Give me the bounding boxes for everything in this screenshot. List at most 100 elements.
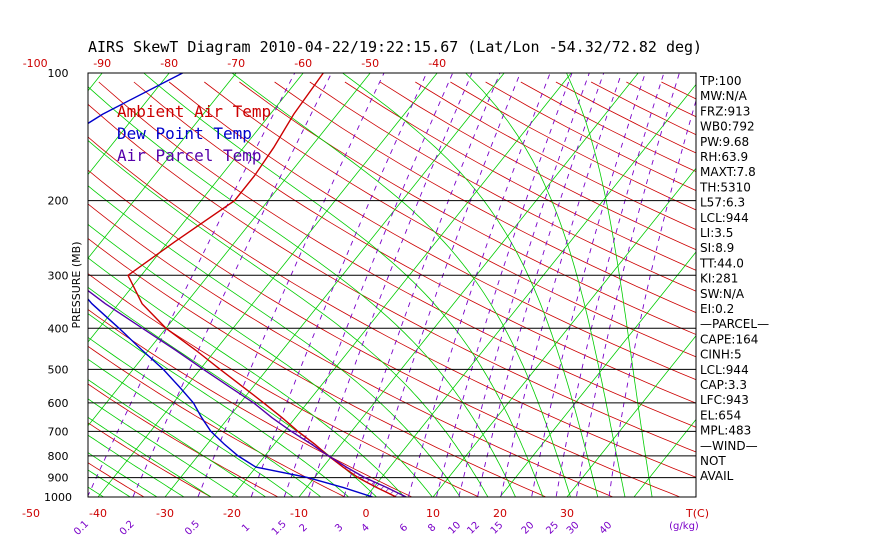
dry-adiabat [88, 169, 682, 497]
top-temp-tick-label: -70 [227, 57, 245, 70]
dry-adiabat [88, 103, 696, 453]
index-item: CINH:5 [700, 348, 742, 362]
mixing-ratio-label: 3 [333, 522, 345, 534]
mixing-ratio-line [132, 73, 333, 497]
moist-adiabat [88, 358, 294, 497]
isotherm [365, 83, 696, 497]
mixing-ratio-label: 8 [426, 522, 438, 534]
mixing-ratio-line [197, 73, 385, 497]
pressure-tick-label: 300 [48, 269, 69, 282]
mixing-ratio-label: 10 [447, 520, 464, 537]
dry-adiabat [661, 81, 696, 100]
x-axis-label: T(C) [685, 507, 709, 520]
legend-item: Dew Point Temp [117, 124, 252, 143]
mixing-ratio-label: 0.1 [72, 519, 91, 538]
top-temp-tick-label: -60 [294, 57, 312, 70]
moist-adiabat [143, 73, 544, 497]
mixing-ratio-line [250, 73, 428, 497]
mixing-ratio-unit: (g/kg) [669, 521, 699, 532]
dry-adiabat [802, 82, 870, 506]
dry-adiabat [415, 81, 696, 231]
dry-adiabat [0, 82, 23, 506]
moist-adiabat [88, 223, 433, 497]
pressure-tick-label: 1000 [44, 491, 72, 504]
mixing-ratio-line [407, 73, 551, 497]
plot-frame [87, 72, 697, 498]
bottom-temp-tick-label: -30 [156, 507, 174, 520]
isotherm [231, 73, 572, 497]
dry-adiabat [88, 383, 279, 497]
index-item: MPL:483 [700, 424, 751, 438]
mixing-ratio-line [88, 73, 296, 497]
bottom-temp-tick-label: -50 [22, 507, 40, 520]
index-item: NOT [700, 454, 726, 468]
index-item: WB0:792 [700, 120, 755, 134]
top-temp-tick-label: -50 [361, 57, 379, 70]
isotherm [164, 73, 505, 497]
moist-adiabat [88, 336, 322, 497]
y-axis-label: PRESSURE (MB) [70, 242, 83, 329]
dry-adiabat [88, 309, 413, 497]
isotherm [88, 73, 103, 92]
index-item: LFC:943 [700, 393, 749, 407]
dry-adiabat [168, 81, 696, 381]
isotherm [633, 418, 696, 497]
index-item: TT:44.0 [699, 256, 744, 270]
mixing-ratio-line [608, 99, 696, 497]
dry-adiabat [837, 82, 870, 506]
legend: Ambient Air Temp Dew Point Temp Air Parcel… [117, 102, 271, 165]
pressure-tick-label: 200 [48, 195, 69, 208]
moist-adiabat [342, 73, 599, 497]
index-item: TH:5310 [699, 180, 751, 194]
moist-adiabat [88, 379, 267, 497]
bottom-temp-tick-label: -20 [223, 507, 241, 520]
isotherm [0, 64, 43, 506]
mixing-ratio-line [343, 73, 501, 497]
isotherm [88, 73, 170, 176]
index-item: PW:9.68 [700, 135, 749, 149]
pressure-tick-label: 100 [48, 67, 69, 80]
moist-adiabat [88, 452, 158, 497]
mixing-ratio-label: 2 [298, 522, 310, 534]
moist-adiabat [88, 398, 239, 497]
index-item: CAP:3.3 [700, 378, 747, 392]
mixing-ratio-label: 25 [544, 520, 561, 537]
index-item: EL:654 [700, 408, 741, 422]
index-item: MW:N/A [700, 89, 748, 103]
mixing-ratio-label: 15 [489, 520, 506, 537]
pressure-tick-label: 800 [48, 450, 69, 463]
dry-adiabat [88, 203, 614, 497]
moist-adiabat [88, 139, 489, 497]
bottom-temp-tick-label: 10 [426, 507, 440, 520]
profile-series [88, 73, 407, 497]
top-temp-tick-label: -90 [93, 57, 111, 70]
moist-adiabat [88, 486, 105, 497]
ambient-air-temp-line [127, 73, 397, 497]
index-item: CAPE:164 [700, 332, 758, 346]
mixing-ratio-label: 0.5 [183, 519, 202, 538]
top-temp-tick-label: -40 [428, 57, 446, 70]
pressure-tick-label: 700 [48, 425, 69, 438]
legend-item: Ambient Air Temp [117, 102, 271, 121]
isotherm [88, 73, 371, 427]
moist-adiabat [231, 73, 571, 497]
legend-item: Air Parcel Temp [117, 146, 262, 165]
mixing-ratio-label: 1.5 [270, 519, 289, 538]
dry-adiabat [344, 81, 696, 271]
air-parcel-temp-line [88, 289, 407, 497]
index-item: TP:100 [699, 74, 742, 88]
bottom-temp-tick-label: 0 [363, 507, 370, 520]
moist-adiabat [88, 257, 405, 497]
bottom-temp-tick-label: 20 [493, 507, 507, 520]
moist-adiabat [88, 313, 350, 497]
dry-adiabat [88, 237, 547, 497]
mixing-ratio-line [369, 73, 521, 497]
mixing-ratio-label: 20 [520, 520, 537, 537]
mixing-ratio-line [458, 73, 590, 497]
index-item: AVAIL [700, 469, 734, 483]
index-item: —PARCEL— [700, 317, 769, 331]
index-item: SI:8.9 [700, 241, 734, 255]
index-item: LI:3.5 [700, 226, 733, 240]
